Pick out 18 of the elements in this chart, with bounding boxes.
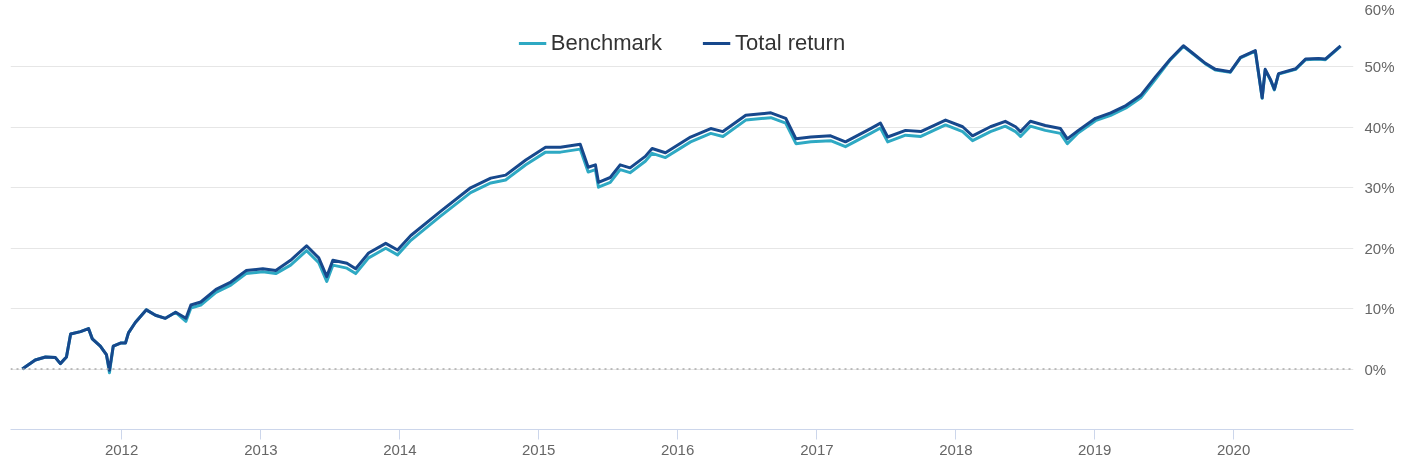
x-tick-label: 2012 (104, 440, 139, 458)
y-tick-label: 0% (1364, 360, 1387, 378)
x-tick-label: 2013 (244, 440, 278, 458)
x-tick-label: 2015 (522, 440, 556, 458)
x-tick-label: 2016 (660, 440, 695, 458)
y-tick-label: 50% (1364, 58, 1395, 76)
x-tick-label: 2017 (800, 440, 834, 458)
y-tick-label: 60% (1364, 0, 1395, 18)
legend-label: Benchmark (550, 30, 663, 56)
legend-label: Total return (735, 30, 846, 56)
y-tick-label: 40% (1364, 118, 1395, 136)
x-tick-label: 2018 (939, 440, 973, 458)
x-tick-label: 2019 (1078, 440, 1112, 458)
y-tick-label: 20% (1364, 239, 1395, 257)
y-tick-label: 10% (1364, 300, 1395, 318)
y-tick-label: 30% (1364, 179, 1395, 197)
x-tick-label: 2014 (383, 440, 417, 458)
x-tick-label: 2020 (1216, 440, 1251, 458)
